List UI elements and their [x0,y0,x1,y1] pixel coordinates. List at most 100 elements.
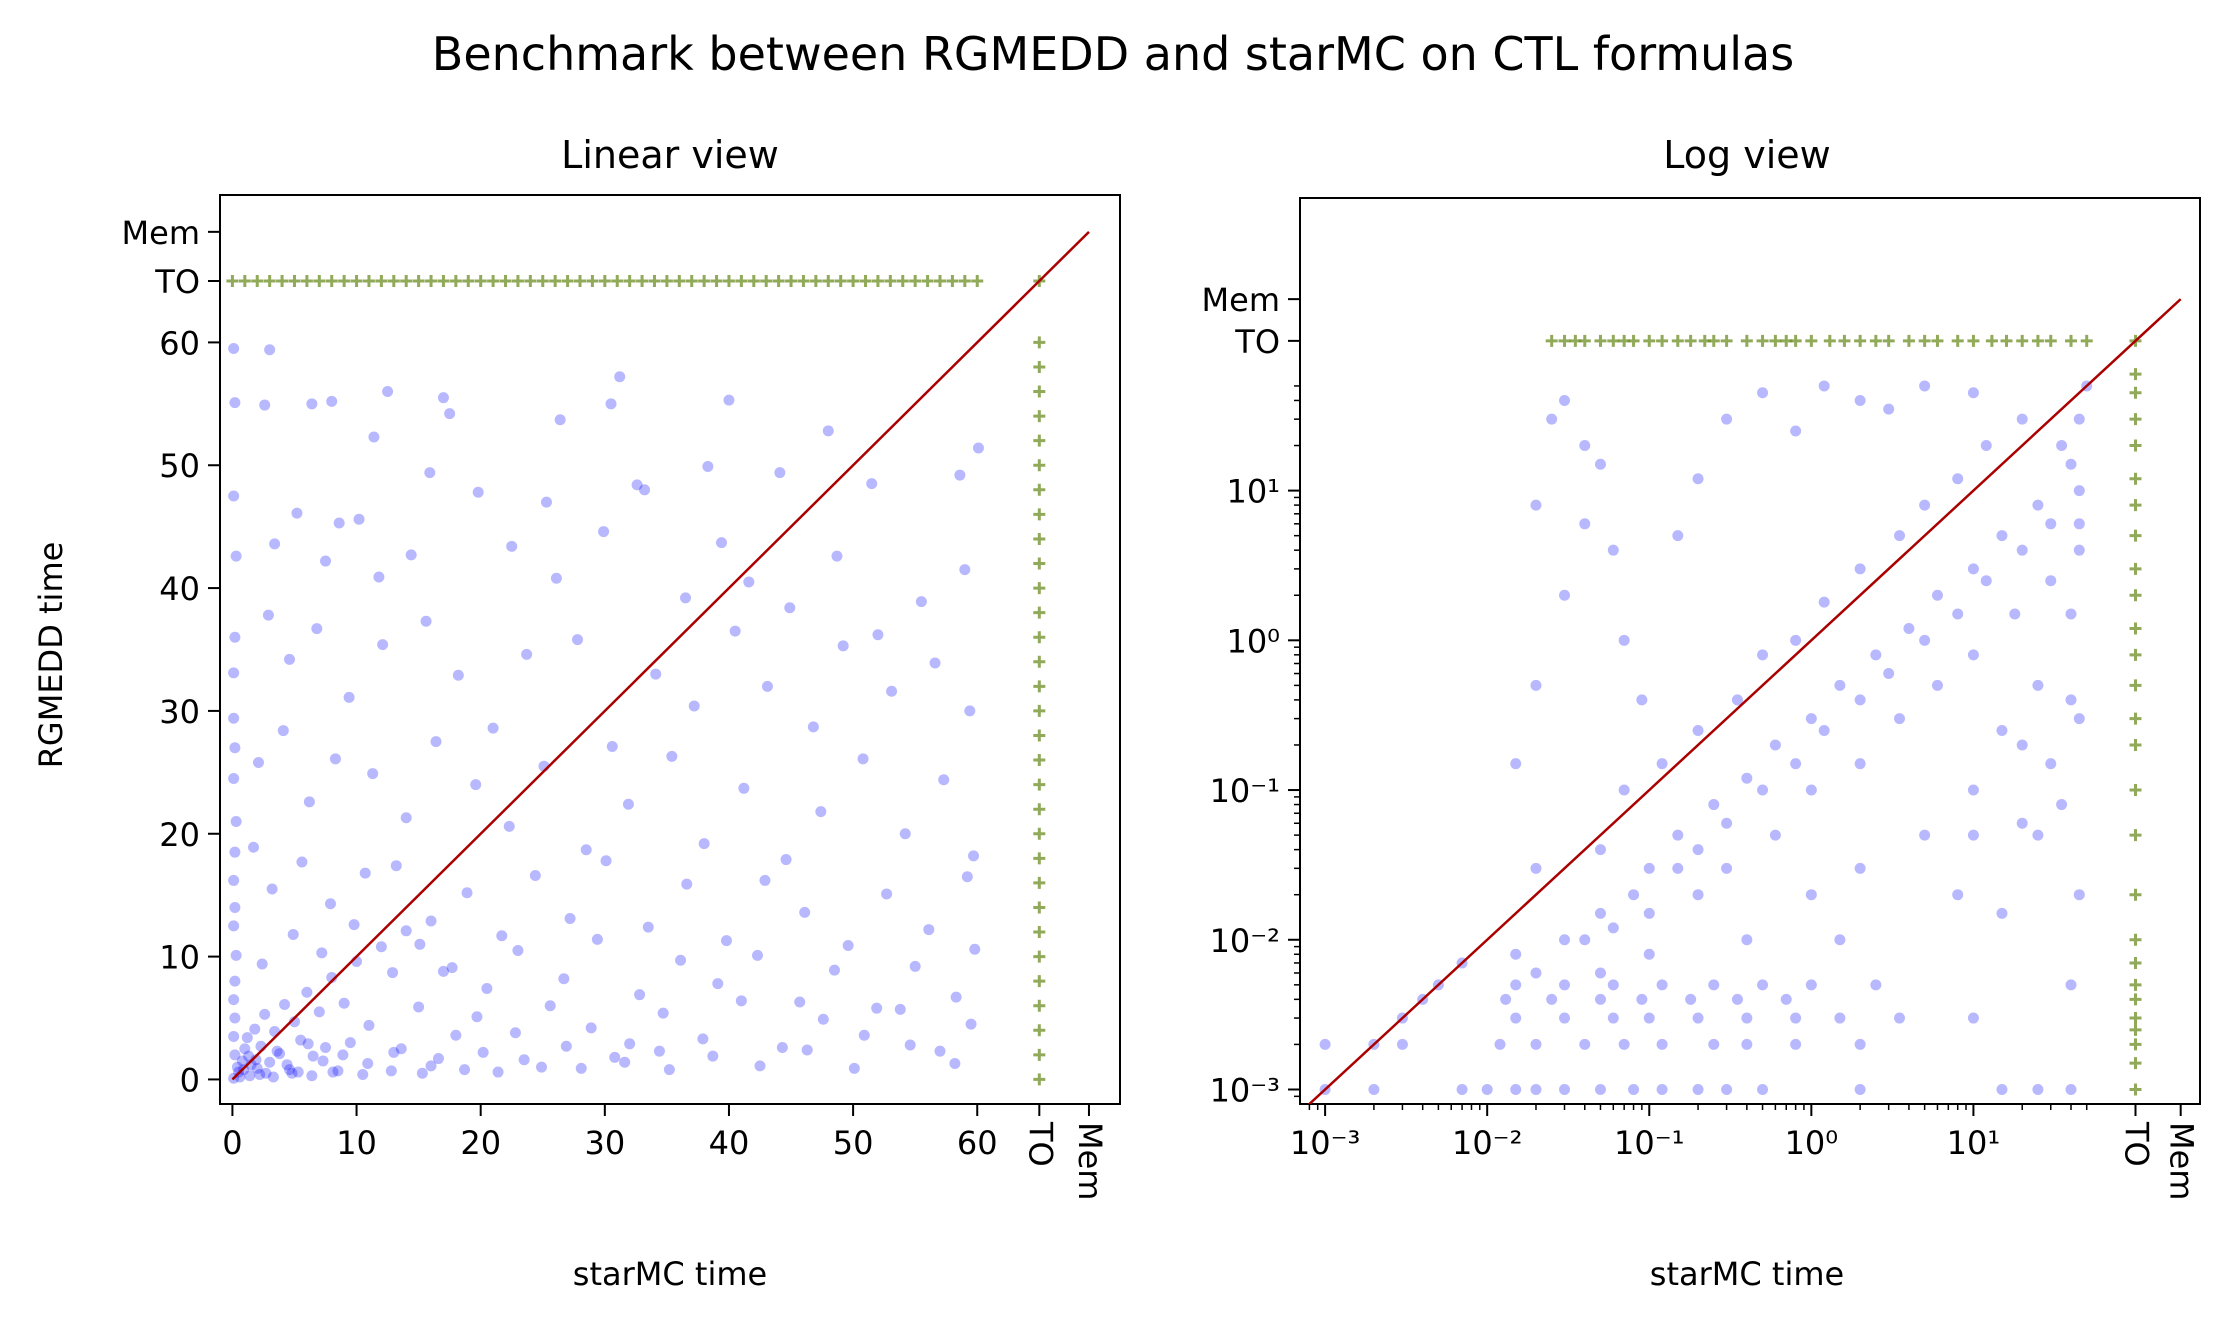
log-overflow-marker [2129,413,2142,426]
log-data-point [2016,413,2028,425]
log-data-point [1672,862,1684,874]
linear-overflow-marker [536,274,549,287]
linear-data-point [950,991,962,1003]
log-data-point [1790,425,1802,437]
linear-overflow-marker [1033,1048,1046,1061]
linear-x-tick-label: 30 [584,1124,625,1162]
log-data-point [1607,979,1619,991]
log-panel: Log view starMC time 10⁻³ 10⁻² 10⁻¹ 10⁰ 10¹1… [1202,133,2201,1293]
linear-overflow-marker [1033,901,1046,914]
log-overflow-marker [1707,334,1720,347]
log-overflow-marker [2129,1038,2142,1051]
linear-y-tick-label: 10 [159,939,200,977]
linear-overflow-marker [921,274,934,287]
linear-data-point [320,1041,332,1053]
log-y-tick-label-to: TO [1234,323,1280,361]
linear-data-point [405,549,417,561]
linear-overflow-marker [1033,631,1046,644]
linear-data-point [229,742,241,754]
linear-data-point [964,705,976,717]
linear-overflow-marker [623,274,636,287]
log-data-point [1594,907,1606,919]
linear-data-point [776,1041,788,1053]
log-data-point [1967,829,1979,841]
linear-data-point [653,1045,665,1057]
linear-overflow-marker [909,274,922,287]
linear-overflow-marker [1033,360,1046,373]
log-overflow-marker [2129,956,2142,969]
linear-overflow-marker [338,274,351,287]
linear-data-point [425,915,437,927]
linear-data-point [481,983,493,995]
linear-data-point [663,1064,675,1076]
linear-panel-title: Linear view [561,133,779,177]
linear-overflow-marker [636,274,649,287]
linear-data-point [591,933,603,945]
log-data-point [1618,634,1630,646]
linear-data-point [444,408,456,420]
linear-overflow-marker [300,274,313,287]
linear-data-point [284,1064,296,1076]
log-data-point [1834,934,1846,946]
log-overflow-marker [2129,622,2142,635]
linear-overflow-marker [1033,557,1046,570]
log-data-point [1656,979,1668,991]
linear-data-point [288,1016,300,1028]
log-data-point [2045,518,2057,530]
log-overflow-marker [1643,334,1656,347]
linear-data-point [807,721,819,733]
log-data-point [1656,1038,1668,1050]
log-data-point [2032,829,2044,841]
linear-data-point [229,846,241,858]
linear-data-point [254,1069,266,1081]
linear-data-point [815,806,827,818]
linear-data-point [228,994,240,1006]
log-data-point [1883,403,1895,415]
log-y-tick-label: 10⁻¹ [1210,772,1280,810]
linear-data-point [326,971,338,983]
linear-data-point [359,867,371,879]
log-data-point [1952,889,1964,901]
log-data-point [1500,993,1512,1005]
log-data-point [2073,544,2085,556]
linear-data-point [303,796,315,808]
linear-data-point [259,1008,271,1020]
linear-data-point [698,838,710,850]
linear-data-point [564,913,576,925]
log-data-point [1731,694,1743,706]
linear-data-point [437,392,449,404]
log-overflow-marker [2080,334,2093,347]
linear-data-point [801,1044,813,1056]
linear-overflow-marker [934,274,946,287]
log-data-point [1903,622,1915,634]
linear-data-point [420,615,432,627]
linear-data-point [452,669,464,681]
log-overflow-marker [2129,368,2142,381]
log-data-point [1919,634,1931,646]
linear-overflow-marker [1033,434,1046,447]
log-data-point [1546,993,1558,1005]
linear-overflow-marker [1033,729,1046,742]
linear-data-point [382,386,394,398]
linear-data-point [657,1007,669,1019]
linear-overflow-marker [1033,483,1046,496]
linear-x-tick-label: 50 [833,1124,874,1162]
log-data-point [1757,784,1769,796]
log-data-point [2009,608,2021,620]
linear-data-point [256,958,268,970]
log-overflow-marker [2129,738,2142,751]
linear-data-point [333,517,345,529]
linear-data-point [518,1054,530,1066]
log-data-point [1854,758,1866,770]
log-data-point [1780,993,1792,1005]
linear-data-point [639,484,651,496]
log-data-point [1967,784,1979,796]
log-data-point [1805,784,1817,796]
linear-data-point [754,1060,766,1072]
linear-data-point [228,343,240,355]
log-axes-frame [1299,197,2201,1105]
log-data-point [1510,758,1522,770]
log-data-point [1559,1012,1571,1024]
log-data-point [1594,458,1606,470]
log-data-point [1834,1012,1846,1024]
